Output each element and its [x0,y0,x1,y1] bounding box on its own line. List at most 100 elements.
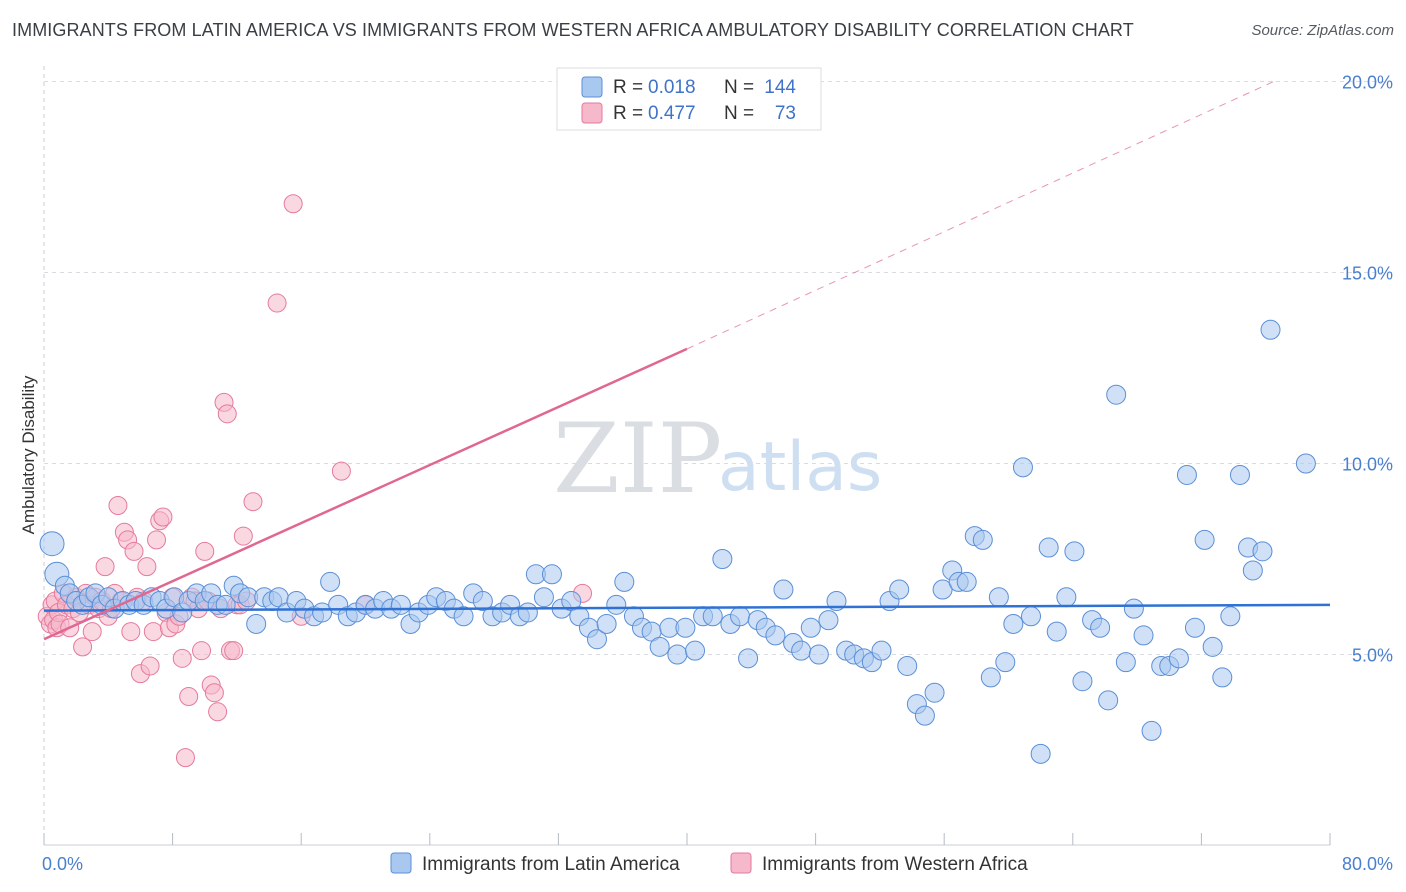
western-africa-point [73,637,93,657]
latin-america-point [1090,617,1111,638]
trend-lines [43,81,1331,641]
latin-america-point [1038,537,1059,558]
latin-america-point [1115,652,1136,673]
western-africa-trend-line [43,347,688,641]
latin-america-point [1176,464,1197,485]
latin-america-point [533,587,554,608]
western-africa-point [108,496,128,516]
legend-r-label-1: R = [613,77,643,98]
western-africa-point [243,492,263,512]
latin-america-point [897,655,918,676]
latin-america-point [956,571,977,592]
western-africa-point [217,404,237,424]
latin-america-point [320,571,341,592]
western-africa-point [331,461,351,481]
latin-america-point [246,613,267,634]
latin-america-point [808,644,829,665]
latin-america-point [791,640,812,661]
legend-n-value-1: 144 [764,77,796,98]
latin-america-point [980,667,1001,688]
latin-america-point [1012,457,1033,478]
latin-america-point [1168,648,1189,669]
latin-america-point [1098,690,1119,711]
western-africa-point [124,541,144,561]
bottom-legend: Immigrants from Latin America Immigrants… [390,852,1028,875]
latin-america-point [1141,720,1162,741]
latin-america-point [1194,529,1215,550]
latin-america-point [614,571,635,592]
latin-america-point [685,640,706,661]
latin-america-point [1260,319,1281,340]
latin-america-point [1046,621,1067,642]
x-tick-label-min: 0.0% [42,854,83,874]
y-tick-label: 20.0% [1342,73,1393,93]
latin-america-point [773,579,794,600]
western-africa-point [153,507,173,527]
latin-america-point [871,640,892,661]
latin-america-point [606,594,627,615]
latin-america-point [995,652,1016,673]
latin-america-point [738,648,759,669]
latin-america-point [702,606,723,627]
latin-america-point [988,587,1009,608]
x-tick-label-max: 80.0% [1342,854,1393,874]
western-africa-point [283,194,303,214]
watermark-atlas: atlas [718,428,882,507]
latin-america-point [818,610,839,631]
bottom-legend-label-latin-america: Immigrants from Latin America [422,854,680,875]
watermark-zip: ZIP [553,403,722,515]
top-legend: R = 0.018 N = 144 R = 0.477 N = 73 [556,67,822,131]
latin-america-point [972,529,993,550]
latin-america-point [453,606,474,627]
latin-america-point [730,606,751,627]
western-africa-points [37,194,593,768]
latin-america-point [889,579,910,600]
latin-america-point [1072,671,1093,692]
latin-america-point [1021,606,1042,627]
western-africa-point [147,530,167,550]
latin-america-point [1252,541,1273,562]
latin-america-point [586,629,607,650]
legend-n-value-2: 73 [775,103,796,124]
latin-america-point [39,531,65,557]
latin-america-point [1064,541,1085,562]
latin-america-point [1123,598,1144,619]
y-tick-label: 5.0% [1352,646,1393,666]
legend-swatch-pink [581,102,603,124]
axes [43,66,1331,846]
y-axis-label: Ambulatory Disability [19,375,38,534]
western-africa-point [172,648,192,668]
western-africa-point [95,557,115,577]
latin-america-point [1242,560,1263,581]
western-africa-point [121,622,141,642]
latin-america-point [932,579,953,600]
western-africa-point [143,622,163,642]
legend-r-value-1: 0.018 [648,77,696,98]
latin-america-point [1220,606,1241,627]
latin-america-point [390,594,411,615]
chart-source: Source: ZipAtlas.com [1251,22,1394,39]
western-africa-point [137,557,157,577]
latin-america-point [1202,636,1223,657]
latin-america-point [1295,453,1316,474]
y-tick-label: 10.0% [1342,455,1393,475]
latin-america-point [517,602,538,623]
latin-america-point [312,602,333,623]
latin-america-point [1106,384,1127,405]
western-africa-point [267,293,287,313]
y-tick-label: 15.0% [1342,264,1393,284]
western-africa-point [208,702,228,722]
chart-title: IMMIGRANTS FROM LATIN AMERICA VS IMMIGRA… [12,20,1134,40]
bottom-legend-swatch-pink [730,852,752,874]
latin-america-point [1030,743,1051,764]
western-africa-point [192,641,212,661]
western-africa-point [204,683,224,703]
latin-america-point [1212,667,1233,688]
western-africa-point [195,541,215,561]
western-africa-point [179,687,199,707]
latin-america-point [649,636,670,657]
western-africa-point [175,748,195,768]
legend-swatch-blue [581,76,603,98]
latin-america-point [712,549,733,569]
